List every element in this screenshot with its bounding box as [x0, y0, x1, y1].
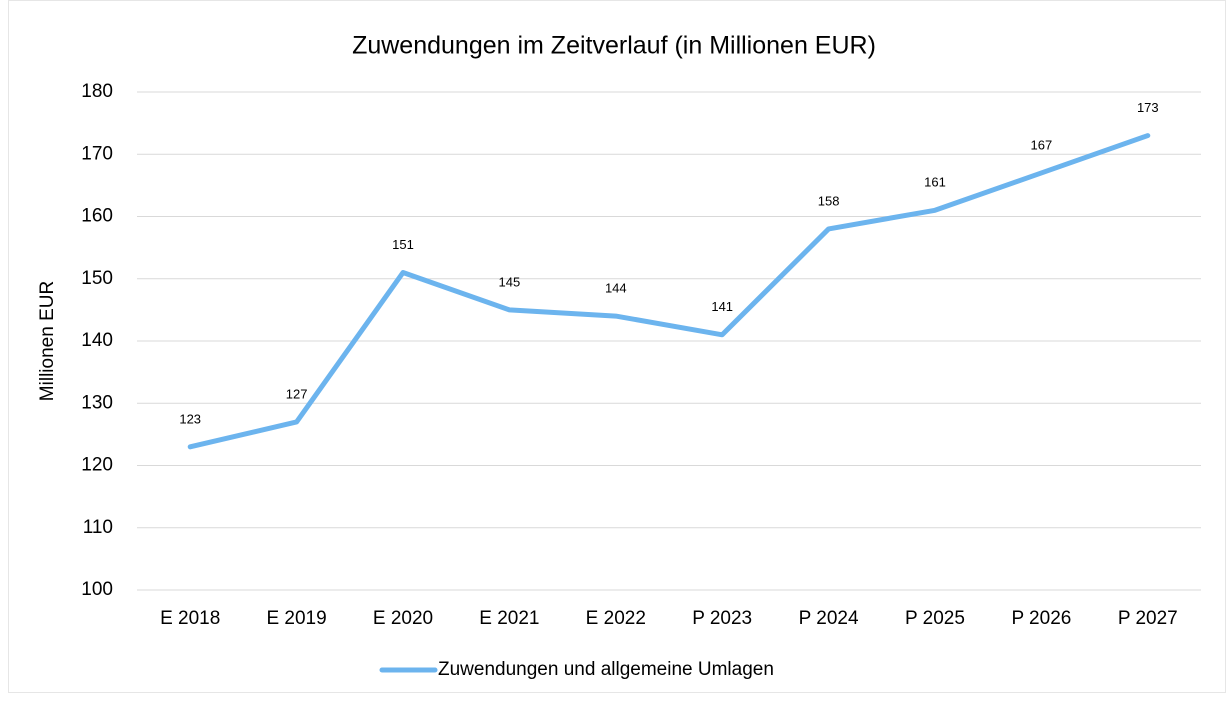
y-tick-label: 160	[81, 206, 113, 227]
data-label: 141	[711, 299, 733, 314]
data-label: 151	[392, 237, 414, 252]
x-tick-label: E 2021	[479, 608, 539, 629]
y-axis-label: Millionen EUR	[37, 281, 58, 401]
y-tick-label: 150	[81, 268, 113, 289]
x-tick-label: P 2025	[905, 608, 965, 629]
data-label: 161	[924, 175, 946, 190]
x-tick-label: P 2026	[1011, 608, 1071, 629]
x-tick-label: P 2024	[799, 608, 859, 629]
data-label: 144	[605, 281, 627, 296]
data-label: 145	[499, 274, 521, 289]
y-tick-label: 180	[81, 81, 113, 102]
y-tick-label: 100	[81, 579, 113, 600]
x-tick-label: P 2023	[692, 608, 752, 629]
data-label: 173	[1137, 100, 1159, 115]
y-tick-label: 170	[81, 143, 113, 164]
chart-border	[8, 0, 1226, 693]
x-tick-label: E 2020	[373, 608, 433, 629]
x-tick-label: E 2019	[266, 608, 326, 629]
x-tick-label: E 2022	[586, 608, 646, 629]
data-label: 167	[1031, 137, 1053, 152]
y-tick-label: 130	[81, 392, 113, 413]
data-label: 158	[818, 193, 840, 208]
y-tick-label: 140	[81, 330, 113, 351]
chart-title: Zuwendungen im Zeitverlauf (in Millionen…	[352, 32, 876, 60]
line-series	[187, 133, 1151, 450]
legend-label: Zuwendungen und allgemeine Umlagen	[438, 659, 774, 680]
y-tick-label: 120	[81, 455, 113, 476]
x-tick-label: P 2027	[1118, 608, 1178, 629]
y-tick-label: 110	[83, 517, 113, 538]
data-label: 127	[286, 386, 308, 401]
x-tick-label: E 2018	[160, 608, 220, 629]
data-label: 123	[179, 411, 201, 426]
